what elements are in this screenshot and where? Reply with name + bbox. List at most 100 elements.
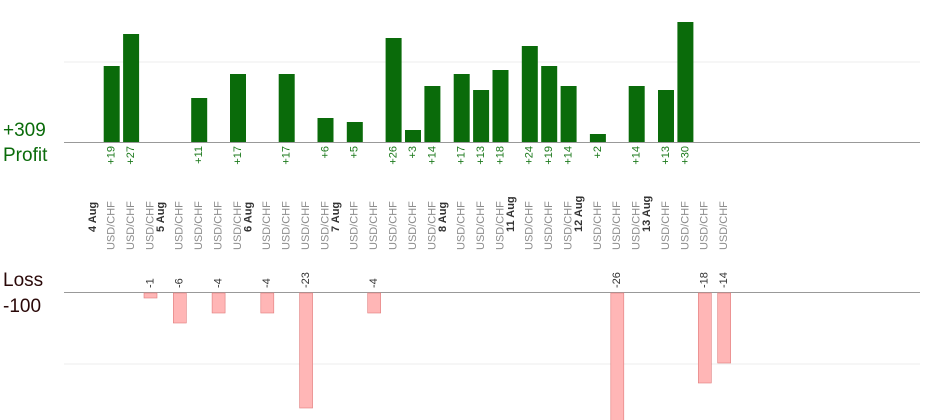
date-label: 4 Aug [87,202,99,232]
loss-value-label: -26 [611,272,623,288]
loss-total: -100 [3,296,42,317]
loss-bar [260,292,275,314]
date-label: 13 Aug [641,196,653,232]
profit-label: Profit [3,145,48,166]
profit-value-label: +2 [592,146,604,159]
profit-value-label: +13 [660,146,672,165]
instrument-label: USD/CHF [388,201,400,250]
loss-bar [697,292,712,384]
profit-bar [658,90,674,142]
instrument-label: USD/CHF [193,201,205,250]
profit-bar [473,90,490,142]
instrument-label: USD/CHF [368,201,380,250]
loss-bar [143,292,158,299]
instrument-label: USD/CHF [106,201,118,250]
profit-bar [317,118,334,142]
instrument-label: USD/CHF [631,201,643,250]
instrument-label: USD/CHF [524,201,536,250]
profit-value-label: +17 [232,146,244,165]
loss-value-label: -14 [718,272,730,288]
profit-bar [405,130,421,142]
profit-bar [492,70,509,142]
profit-bar [541,66,558,142]
loss-value-label: -4 [368,278,380,288]
loss-bar [367,292,382,314]
profit-value-label: +30 [679,146,691,165]
instrument-label: USD/CHF [319,201,331,250]
instrument-label: USD/CHF [300,201,312,250]
profit-bar [278,74,295,142]
date-label: 11 Aug [505,196,517,232]
profit-value-label: +3 [407,146,419,159]
instrument-label: USD/CHF [592,201,604,250]
profit-value-label: +27 [125,146,137,165]
instrument-label: USD/CHF [660,201,672,250]
loss-value-label: -1 [144,278,156,288]
instrument-label: USD/CHF [494,201,506,250]
profit-bar [103,66,120,142]
profit-value-label: +14 [631,146,643,165]
profit-bar [628,86,645,142]
instrument-label: USD/CHF [679,201,691,250]
profit-bar [560,86,577,142]
loss-value-label: -4 [213,278,225,288]
instrument-label: USD/CHF [407,201,419,250]
loss-value-label: -6 [174,278,186,288]
profit-bar [589,134,606,142]
profit-value-label: +17 [456,146,468,165]
date-label: 7 Aug [330,202,342,232]
instrument-label: USD/CHF [426,201,438,250]
instrument-label: USD/CHF [281,201,293,250]
profit-bar [123,34,140,142]
instrument-label: USD/CHF [232,201,244,250]
profit-value-label: +24 [524,146,536,165]
loss-bar [173,292,187,324]
instrument-label: USD/CHF [125,201,137,250]
loss-bar [717,292,732,364]
loss-bar [211,292,226,314]
instrument-label: USD/CHF [174,201,186,250]
instrument-label: USD/CHF [611,201,623,250]
instrument-label: USD/CHF [144,201,156,250]
profit-value-label: +26 [388,146,400,165]
profit-bar [191,98,208,142]
profit-value-label: +6 [319,146,331,159]
profit-value-label: +19 [543,146,555,165]
loss-value-label: -23 [300,272,312,288]
instrument-label: USD/CHF [718,201,730,250]
instrument-label: USD/CHF [349,201,361,250]
profit-value-label: +11 [193,146,205,164]
date-label: 6 Aug [243,202,255,232]
profit-bar [385,38,402,142]
profit-value-label: +14 [426,146,438,165]
instrument-label: USD/CHF [213,201,225,250]
instrument-label: USD/CHF [456,201,468,250]
loss-value-label: -18 [699,272,711,288]
instrument-label: USD/CHF [543,201,555,250]
profit-bar [424,86,441,142]
profit-bar [521,46,538,142]
profit-value-label: +18 [494,146,506,165]
profit-value-label: +13 [475,146,487,165]
profit-value-label: +14 [563,146,575,165]
loss-bar [610,292,625,420]
profit-bar [346,122,363,142]
instrument-label: USD/CHF [261,201,273,250]
date-label: 5 Aug [155,202,167,232]
profit-total: +309 [3,120,46,141]
loss-value-label: -4 [261,278,273,288]
loss-bar [299,292,313,409]
instrument-label: USD/CHF [699,201,711,250]
date-label: 12 Aug [573,196,585,232]
loss-label: Loss [3,270,44,291]
profit-value-label: +19 [106,146,118,165]
profit-bar [230,74,246,142]
instrument-label: USD/CHF [563,201,575,250]
instrument-label: USD/CHF [475,201,487,250]
profit-bar [453,74,470,142]
profit-value-label: +5 [349,146,361,159]
profit-bar [677,22,694,142]
date-label: 8 Aug [437,202,449,232]
profit-value-label: +17 [281,146,293,165]
